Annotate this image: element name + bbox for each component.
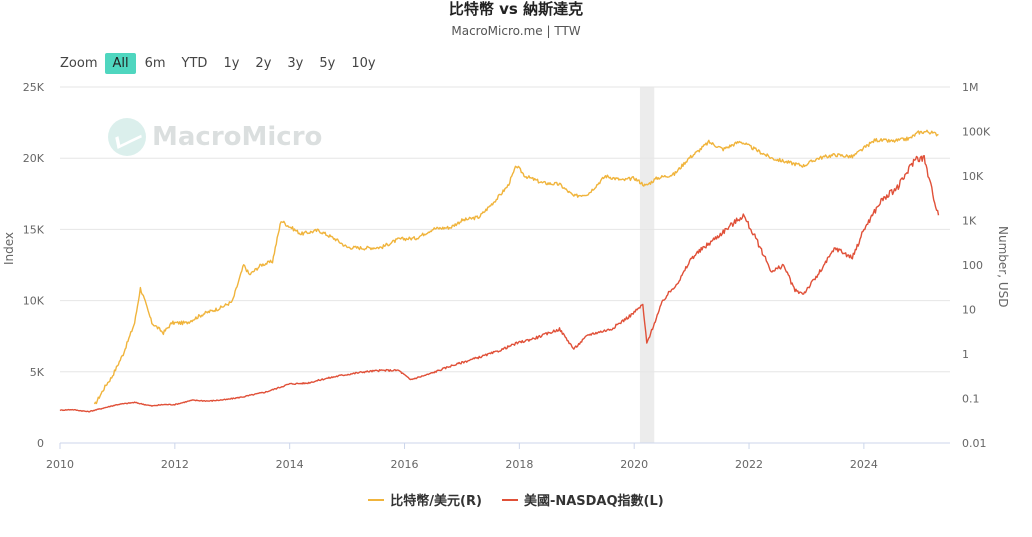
zoom-button-3y[interactable]: 3y bbox=[287, 55, 304, 71]
y-left-tick-label: 20K bbox=[23, 152, 45, 165]
zoom-button-6m[interactable]: 6m bbox=[144, 55, 166, 71]
y-left-tick-label: 0 bbox=[37, 437, 44, 450]
y-right-tick-label: 100K bbox=[962, 126, 991, 139]
zoom-bar: Zoom All 6m YTD 1y 2y 3y 5y 10y bbox=[60, 52, 385, 74]
y-right-tick-label: 1 bbox=[962, 348, 969, 361]
x-tick-label: 2010 bbox=[46, 458, 74, 471]
watermark: MacroMicro bbox=[108, 118, 322, 156]
zoom-button-5y[interactable]: 5y bbox=[319, 55, 336, 71]
y-right-tick-label: 10 bbox=[962, 304, 976, 317]
y-right-tick-label: 100 bbox=[962, 259, 983, 272]
y-right-tick-label: 10K bbox=[962, 170, 984, 183]
y-left-tick-label: 5K bbox=[30, 366, 45, 379]
zoom-button-1y[interactable]: 1y bbox=[223, 55, 240, 71]
y-right-tick-label: 0.01 bbox=[962, 437, 987, 450]
x-tick-label: 2022 bbox=[735, 458, 763, 471]
y-right-tick-label: 1K bbox=[962, 215, 977, 228]
chart-title: 比特幣 vs 納斯達克 bbox=[448, 0, 584, 18]
legend-swatch-nasdaq bbox=[501, 498, 518, 501]
x-tick-label: 2012 bbox=[161, 458, 189, 471]
watermark-text: MacroMicro bbox=[152, 122, 323, 152]
zoom-button-all[interactable]: All bbox=[105, 52, 136, 74]
chart-subtitle: MacroMicro.me | TTW bbox=[451, 24, 581, 38]
zoom-button-ytd[interactable]: YTD bbox=[181, 55, 208, 71]
y-left-tick-label: 25K bbox=[23, 81, 45, 94]
legend-label-bitcoin: 比特幣/美元(R) bbox=[390, 494, 482, 509]
zoom-button-10y[interactable]: 10y bbox=[351, 55, 376, 71]
x-tick-label: 2024 bbox=[850, 458, 878, 471]
legend-item-bitcoin[interactable]: 比特幣/美元(R) bbox=[368, 490, 482, 509]
y-right-tick-label: 0.1 bbox=[962, 393, 980, 406]
legend: 比特幣/美元(R) 美國-NASDAQ指數(L) bbox=[0, 490, 1032, 509]
legend-swatch-bitcoin bbox=[368, 498, 385, 501]
macromicro-logo-icon bbox=[108, 118, 146, 156]
y-left-tick-label: 15K bbox=[23, 223, 45, 236]
series-line-bitcoin bbox=[93, 129, 939, 405]
zoom-button-2y[interactable]: 2y bbox=[255, 55, 272, 71]
y-right-tick-label: 1M bbox=[962, 81, 979, 94]
y-left-tick-label: 10K bbox=[23, 295, 45, 308]
series-line-nasdaq bbox=[59, 155, 940, 413]
x-tick-label: 2018 bbox=[505, 458, 533, 471]
x-tick-label: 2014 bbox=[276, 458, 304, 471]
x-tick-label: 2016 bbox=[391, 458, 419, 471]
legend-item-nasdaq[interactable]: 美國-NASDAQ指數(L) bbox=[501, 490, 664, 509]
legend-label-nasdaq: 美國-NASDAQ指數(L) bbox=[523, 494, 664, 509]
shaded-region bbox=[639, 87, 655, 443]
x-tick-label: 2020 bbox=[620, 458, 648, 471]
zoom-label: Zoom bbox=[60, 55, 98, 71]
